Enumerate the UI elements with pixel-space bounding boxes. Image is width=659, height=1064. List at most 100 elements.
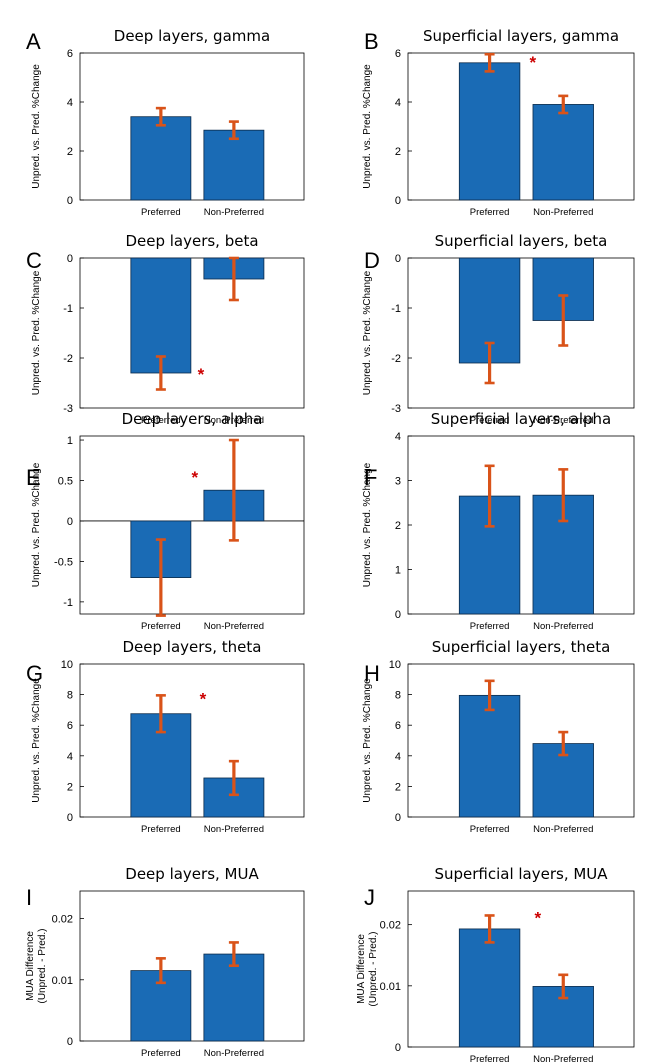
significance-star: *: [192, 468, 199, 487]
panel-label: F: [364, 465, 377, 490]
significance-star: *: [535, 908, 542, 927]
y-tick-label: -3: [391, 403, 401, 415]
y-tick-label: -1: [63, 597, 73, 609]
axes-box: [407, 435, 635, 615]
y-tick-label: 4: [395, 97, 401, 109]
bar-non-preferred: [203, 129, 265, 201]
category-label: Preferred: [470, 207, 510, 218]
axes-box: [79, 257, 305, 409]
y-tick-label: 0: [67, 195, 73, 207]
panel-i: I Deep layers, MUA 0 0.01 0.02 MUA Difference…: [25, 865, 305, 1059]
panel-j: J Superficial layers, MUA 0 0.01 0.02 MUA Dif…: [356, 865, 635, 1064]
panel-title: Superficial layers, gamma: [423, 27, 619, 45]
y-tick-label: -1: [391, 303, 401, 315]
y-tick-label: 0: [395, 1042, 401, 1054]
panel-a: A Deep layers, gamma 0 2 4 6 Unpred. vs. Pred.…: [26, 27, 305, 218]
axes-box: [407, 663, 635, 818]
category-label: Preferred: [141, 1048, 181, 1059]
y-tick-label: 4: [67, 751, 73, 763]
panel-d: D Superficial layers, beta -3 -2 -1 0 Unpred. …: [362, 232, 635, 426]
y-tick-label: 0: [67, 516, 73, 528]
y-tick-label: 6: [395, 48, 401, 60]
bar-non-preferred: [532, 104, 594, 201]
panel-label: A: [26, 29, 41, 54]
y-tick-label: 6: [67, 720, 73, 732]
y-tick-label: 3: [395, 476, 401, 488]
category-label: Non-Preferred: [204, 1048, 264, 1059]
bar-preferred: [130, 116, 192, 201]
panel-label: H: [364, 661, 380, 686]
panel-c: C Deep layers, beta -3 -2 -1 0 Unpred. vs. Pre…: [26, 232, 305, 426]
y-tick-label: -3: [63, 403, 73, 415]
y-tick-label: 0: [395, 253, 401, 265]
category-label: Non-Preferred: [533, 207, 593, 218]
y-tick-label: 10: [61, 659, 73, 671]
panel-title: Deep layers, MUA: [125, 865, 259, 883]
y-tick-label: 0: [395, 195, 401, 207]
category-label: Non-Preferred: [533, 621, 593, 632]
panel-label: C: [26, 248, 42, 273]
significance-star: *: [530, 53, 537, 72]
y-tick-label: 4: [395, 431, 401, 443]
category-label: Non-Preferred: [533, 415, 593, 426]
y-axis-label: MUA Difference: [356, 934, 367, 1004]
y-tick-label: 6: [395, 720, 401, 732]
y-tick-label: 8: [67, 690, 73, 702]
y-axis-label: Unpred. vs. Pred. %Change: [362, 64, 373, 189]
axes-box: [407, 890, 635, 1048]
axes-box: [79, 52, 305, 201]
panel-label: E: [26, 465, 41, 490]
panel-e: E Deep layers, alpha -1 -0.5 0 0.5 1 Unpred. vs…: [26, 410, 305, 632]
y-tick-label: 0.02: [52, 914, 73, 926]
y-tick-label: 1: [67, 435, 73, 447]
y-axis-label: Unpred. vs. Pred. %Change: [362, 462, 373, 587]
category-label: Non-Preferred: [204, 207, 264, 218]
y-tick-label: 0: [67, 812, 73, 824]
panel-title: Deep layers, theta: [123, 638, 262, 656]
axes-box: [79, 435, 305, 615]
y-axis-label: Unpred. vs. Pred. %Change: [31, 64, 42, 189]
category-label: Non-Preferred: [533, 1054, 593, 1064]
y-axis-label: Unpred. vs. Pred. %Change: [31, 678, 42, 803]
y-tick-label: 2: [67, 781, 73, 793]
y-axis-label: (Unpred. - Pred.): [368, 931, 379, 1006]
panel-label: J: [364, 885, 375, 910]
y-tick-label: 2: [395, 146, 401, 158]
bar-preferred: [458, 62, 521, 201]
axes-box: [79, 663, 305, 818]
y-tick-label: 10: [389, 659, 401, 671]
y-axis-label: Unpred. vs. Pred. %Change: [362, 270, 373, 395]
category-label: Preferred: [141, 207, 181, 218]
panel-h: H Superficial layers, theta 0 2 4 6 8 10 Unpred.…: [362, 638, 635, 835]
y-axis-label: MUA Difference: [25, 931, 36, 1001]
category-label: Preferred: [141, 415, 181, 426]
y-tick-label: 0.5: [58, 476, 73, 488]
panel-label: B: [364, 29, 379, 54]
bar-preferred: [130, 970, 192, 1042]
category-label: Preferred: [141, 824, 181, 835]
y-tick-label: 2: [395, 781, 401, 793]
y-tick-label: 4: [395, 751, 401, 763]
panel-label: D: [364, 248, 380, 273]
axes-box: [407, 257, 635, 409]
panel-g: G Deep layers, theta 0 2 4 6 8 10 Unpred. vs. Pr…: [26, 638, 305, 835]
category-label: Preferred: [470, 621, 510, 632]
y-tick-label: 0: [395, 609, 401, 621]
category-label: Preferred: [141, 621, 181, 632]
y-tick-label: 0: [67, 1036, 73, 1048]
panel-f: F Superficial layers, alpha 0 1 2 3 4 Unpred. v…: [362, 410, 635, 632]
y-tick-label: 1: [395, 565, 401, 577]
panel-title: Superficial layers, beta: [435, 232, 608, 250]
y-tick-label: 0: [395, 812, 401, 824]
y-tick-label: -0.5: [54, 556, 73, 568]
y-tick-label: -2: [391, 353, 401, 365]
axes-box: [79, 890, 305, 1042]
panel-title: Deep layers, beta: [125, 232, 258, 250]
category-label: Non-Preferred: [204, 621, 264, 632]
significance-star: *: [198, 365, 205, 384]
y-tick-label: 0: [67, 253, 73, 265]
y-axis-label: (Unpred. - Pred.): [37, 928, 48, 1003]
significance-star: *: [200, 690, 207, 709]
y-tick-label: 4: [67, 97, 73, 109]
